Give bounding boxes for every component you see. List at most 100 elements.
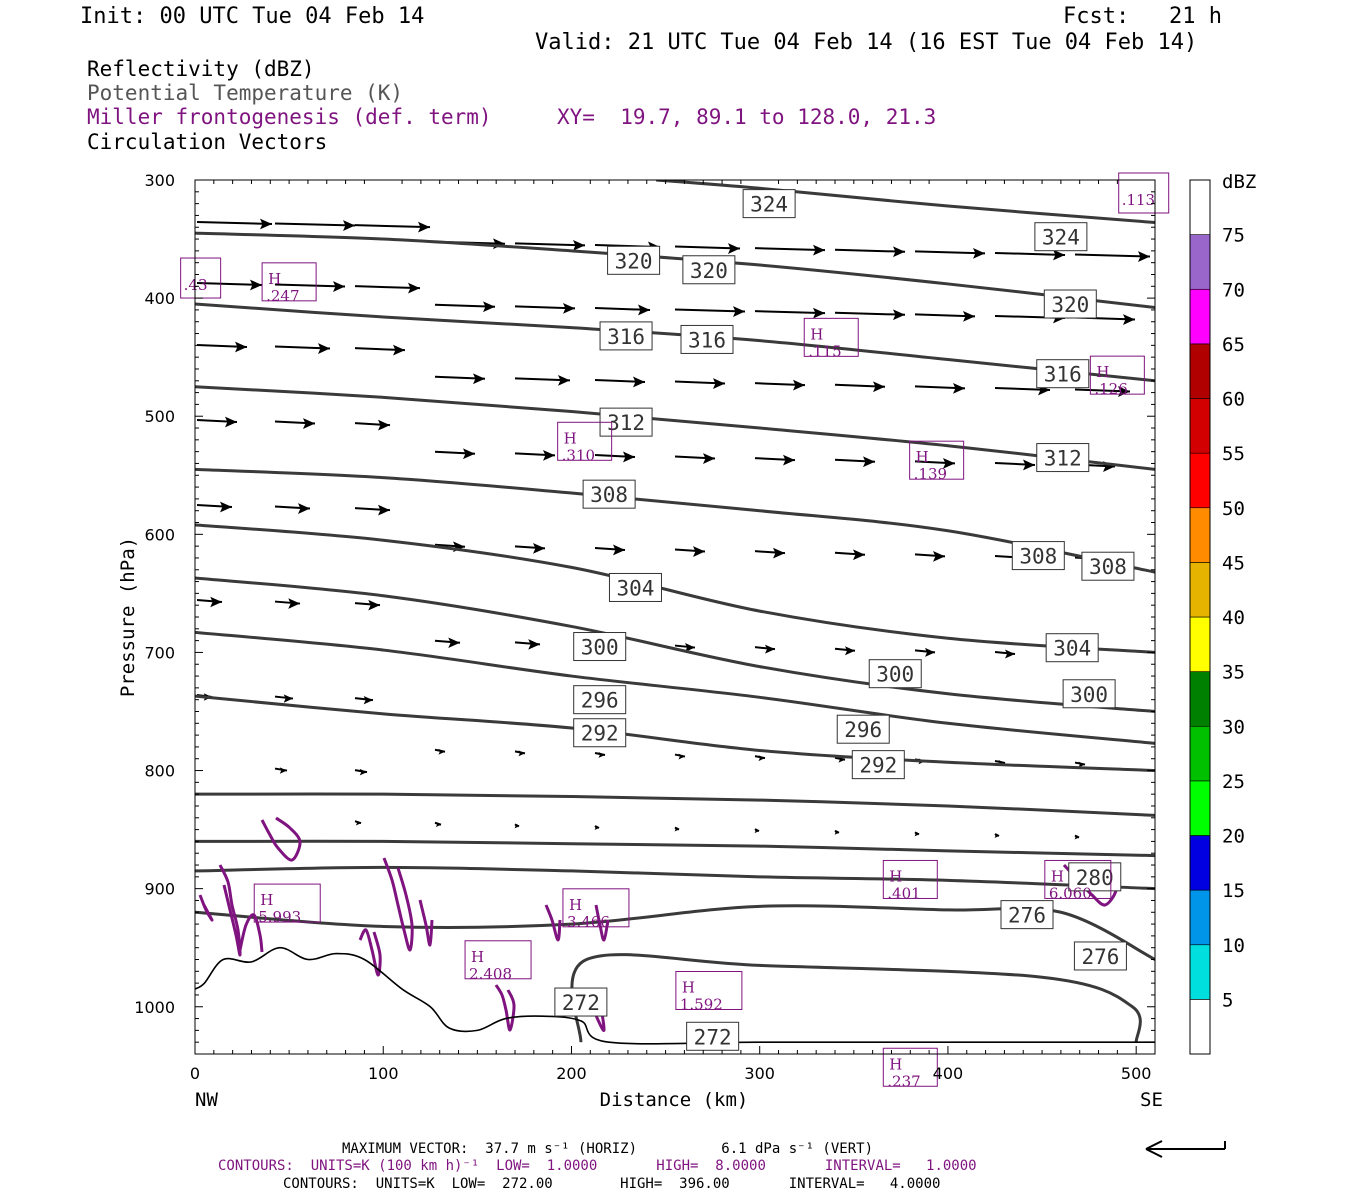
colorbar-level-label: 70: [1222, 279, 1245, 301]
circulation-vector: [354, 695, 374, 705]
svg-text:6.060: 6.060: [1049, 884, 1092, 902]
circulation-vector: [994, 459, 1036, 471]
svg-text:272: 272: [694, 1025, 732, 1049]
contour-labels: 324 324 320 320 320 316 316 316 312 312 308 308 308 3…: [180, 172, 1170, 1090]
colorbar-segment: [1189, 234, 1211, 290]
svg-text:H: H: [1051, 867, 1064, 885]
x-axis-label: Distance (km): [600, 1089, 749, 1111]
y-axis-label: Pressure (hPa): [117, 537, 139, 697]
circulation-vector: [354, 419, 391, 431]
circulation-vector: [514, 542, 546, 554]
circulation-vector: [514, 239, 586, 251]
footer-max-vector: MAXIMUM VECTOR: 37.7 m s⁻¹ (HORIZ) 6.1 d…: [342, 1141, 874, 1157]
svg-text:312: 312: [1044, 447, 1082, 471]
circulation-vector: [274, 598, 301, 609]
circulation-vector: [994, 249, 1066, 261]
miller-max-label: H5.993: [253, 883, 321, 926]
terrain-line: [194, 946, 1155, 1045]
svg-text:316: 316: [1044, 363, 1082, 387]
svg-text:H: H: [564, 429, 577, 447]
svg-text:312: 312: [607, 411, 645, 435]
svg-text:5.993: 5.993: [258, 908, 301, 926]
circulation-vector: [594, 376, 646, 388]
colorbar-segment: [1189, 179, 1211, 235]
colorbar-level-label: 55: [1222, 443, 1245, 465]
theta-contour-312: [195, 385, 1155, 471]
circulation-vector: [674, 753, 686, 760]
svg-text:316: 316: [688, 328, 726, 352]
svg-text:304: 304: [1053, 637, 1091, 661]
svg-text:H: H: [916, 448, 929, 466]
circulation-vector: [914, 550, 946, 562]
theta-contour-label: 292: [851, 750, 905, 780]
svg-text:H: H: [1096, 363, 1109, 381]
theta-contour-280: [195, 865, 1155, 891]
theta-contour-label: 320: [1043, 289, 1097, 319]
circulation-vector: [914, 457, 956, 469]
theta-contour-label: 320: [682, 255, 736, 285]
colorbar-segment: [1189, 616, 1211, 672]
circulation-vector: [834, 756, 846, 763]
svg-text:H: H: [260, 891, 273, 909]
circulation-vector: [1074, 761, 1086, 768]
theta-contour-292: [195, 694, 1155, 773]
svg-text:300: 300: [876, 663, 914, 687]
y-tick-label: 900: [144, 880, 175, 899]
forecast-hour: Fcst: 21 h: [1063, 4, 1222, 29]
theta-contour-label: 296: [836, 714, 890, 744]
circulation-vector: [514, 639, 541, 650]
circulation-vector: [354, 820, 362, 826]
colorbar-segment: [1189, 452, 1211, 509]
circulation-vector: [434, 373, 486, 385]
svg-text:308: 308: [1019, 545, 1057, 569]
circulation-vector: [754, 547, 786, 559]
y-tick-label: 500: [144, 407, 175, 426]
circulation-vector: [914, 647, 936, 657]
svg-text:308: 308: [590, 483, 628, 507]
miller-contours: [198, 816, 1118, 1032]
svg-text:320: 320: [615, 249, 653, 273]
colorbar-level-label: 30: [1222, 716, 1245, 738]
circulation-vector: [754, 755, 766, 762]
colorbar-segment: [1189, 889, 1211, 946]
circulation-vector: [434, 821, 442, 828]
colorbar-title: dBZ: [1222, 171, 1256, 193]
x-tick-label: 100: [368, 1064, 399, 1083]
circulation-vector: [1074, 251, 1151, 262]
y-tick-label: 400: [144, 289, 175, 308]
circulation-vector: [514, 823, 520, 829]
circulation-vector: [674, 378, 726, 389]
colorbar-level-label: 15: [1222, 880, 1245, 902]
svg-text:292: 292: [581, 722, 619, 746]
svg-text:H: H: [569, 896, 582, 914]
circulation-vector: [594, 451, 636, 463]
valid-time: Valid: 21 UTC Tue 04 Feb 14 (16 EST Tue …: [535, 30, 1198, 55]
circulation-vector: [196, 501, 233, 513]
colorbar-segment: [1189, 343, 1211, 399]
circulation-vector: [274, 694, 294, 703]
x-end-right-label: SE: [1140, 1089, 1163, 1111]
circulation-vector: [196, 416, 238, 428]
circulation-vector: [594, 544, 626, 556]
svg-text:.139: .139: [914, 465, 947, 483]
circulation-vector: [994, 833, 1000, 838]
circulation-vector: [514, 449, 556, 461]
y-tick-label: 600: [144, 525, 175, 544]
theta-contour-label: 316: [1036, 359, 1090, 389]
circulation-vector: [914, 247, 986, 259]
circulation-vector: [434, 301, 496, 313]
svg-text:.43: .43: [184, 276, 208, 294]
circulation-vector: [674, 546, 706, 557]
circulation-vector: [754, 244, 826, 256]
colorbar-level-label: 35: [1222, 662, 1245, 684]
svg-text:320: 320: [690, 259, 728, 283]
colorbar-segment: [1189, 562, 1211, 618]
colorbar-segment: [1189, 835, 1211, 891]
theta-contour-label: 308: [1081, 551, 1135, 581]
circulation-vector: [674, 243, 741, 254]
miller-contour: [382, 857, 414, 952]
svg-text:.310: .310: [562, 446, 595, 464]
theta-contour-label: 320: [607, 245, 661, 275]
svg-text:300: 300: [1070, 683, 1108, 707]
